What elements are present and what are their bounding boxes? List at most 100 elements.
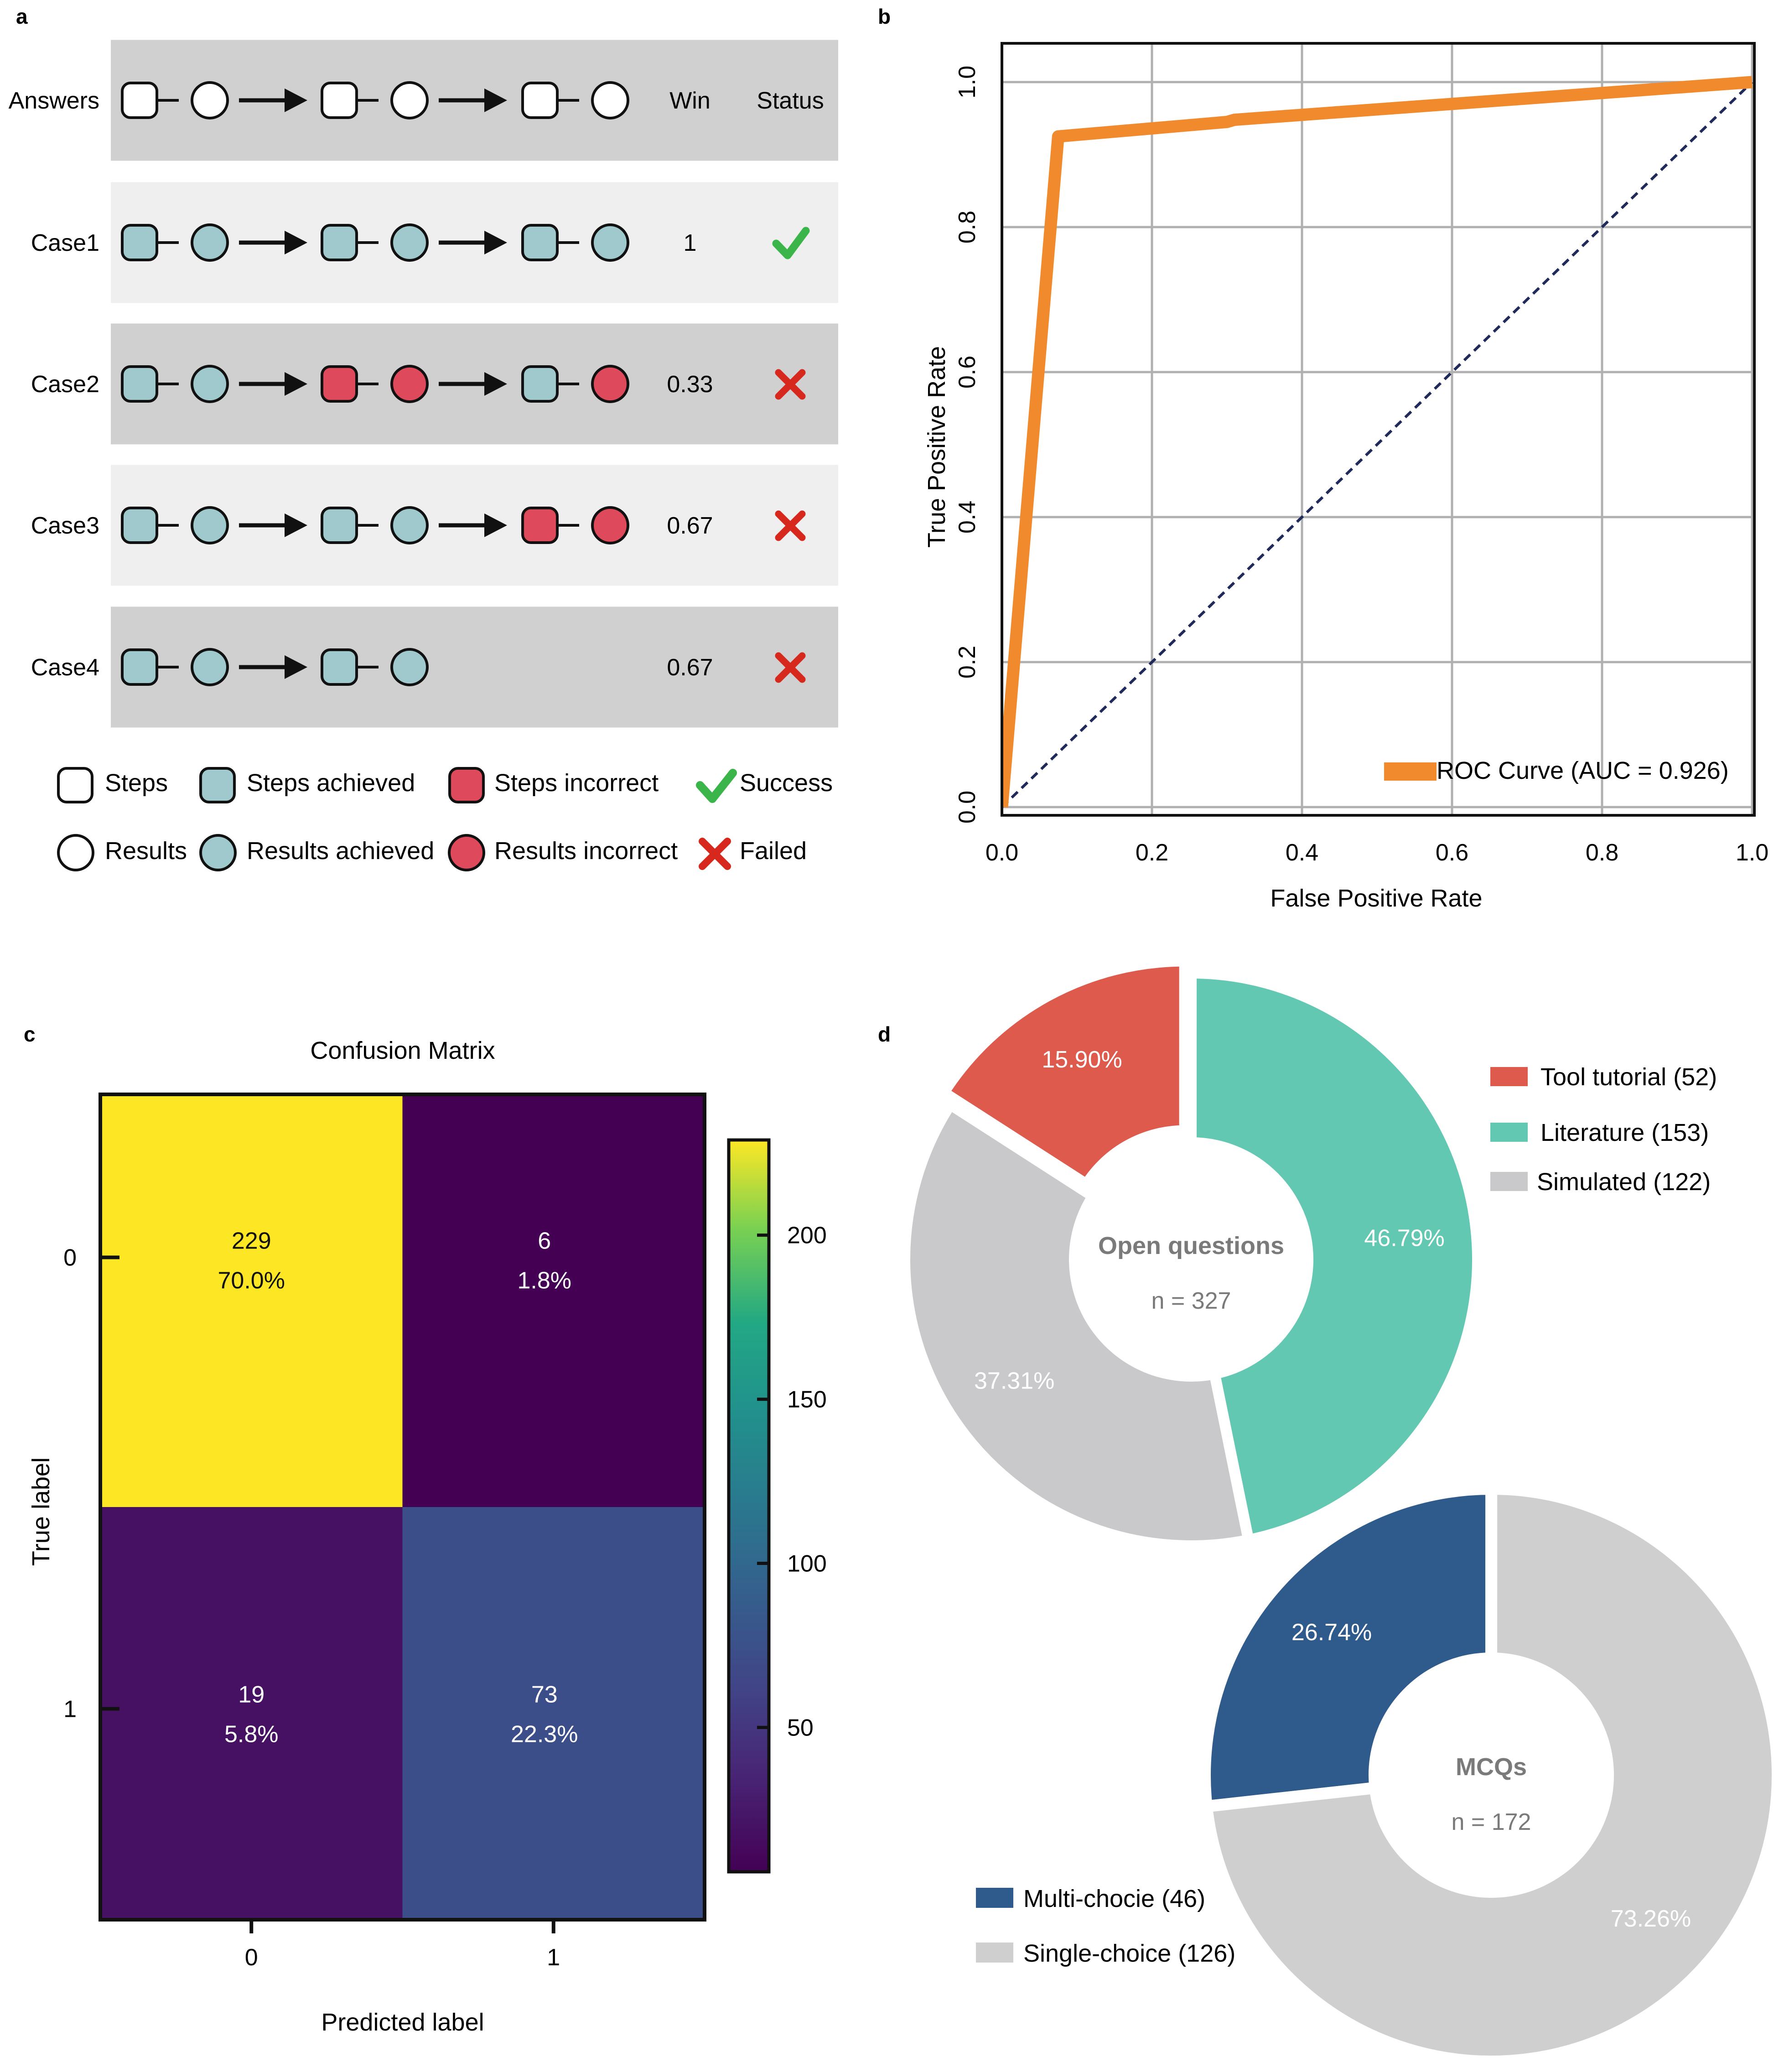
confusion-percent-label: 70.0%: [218, 1268, 285, 1294]
roc-y-tick-label: 0.6: [954, 356, 980, 388]
open-questions-center-title: Open questions: [1098, 1232, 1284, 1259]
roc-plot-frame: [1001, 42, 1756, 817]
panel-b-label: b: [878, 5, 891, 28]
failed-cross-icon: [775, 369, 806, 400]
status-header: Status: [757, 88, 824, 114]
arrow-right-icon: [285, 513, 307, 537]
legend-results-incorrect-swatch: [448, 834, 485, 871]
confusion-percent-label: 1.8%: [517, 1268, 571, 1294]
legend-results-incorrect-label: Results incorrect: [494, 837, 678, 865]
result-node: [390, 223, 429, 262]
step-node: [521, 507, 559, 544]
legend-success-label: Success: [740, 769, 833, 797]
win-value: 0.67: [667, 513, 713, 539]
confusion-percent-label: 22.3%: [511, 1721, 578, 1748]
colorbar-tick-label: 200: [787, 1222, 827, 1249]
panel-c: c Confusion Matrix 229 70.0% 6 1.8% 19 5.8% 73…: [24, 1022, 827, 2036]
row-label: Case2: [31, 371, 99, 398]
roc-x-tick-label: 1.0: [1736, 839, 1769, 866]
step-node: [321, 224, 358, 261]
row-label: Case3: [31, 513, 99, 539]
roc-x-tick-label: 0.2: [1136, 839, 1168, 866]
panel-b: b 0.0 0.2 0.4 0.6 0.8 1.0 0.0 0.2 0.4 0.6 0.8 1.0 F…: [878, 5, 1769, 912]
arrow-right-icon: [285, 372, 307, 396]
legend-simulated-swatch: [1490, 1172, 1528, 1191]
roc-x-axis-label: False Positive Rate: [1270, 885, 1482, 912]
case-row: Case2 0.33: [31, 323, 838, 445]
legend-tool-tutorial-swatch: [1490, 1067, 1528, 1086]
row-label: Case4: [31, 654, 99, 681]
roc-legend-label: ROC Curve (AUC = 0.926): [1437, 757, 1729, 784]
confusion-count-label: 19: [238, 1682, 265, 1708]
result-node: [591, 506, 629, 544]
legend-steps-label: Steps: [105, 769, 168, 797]
arrow-right-icon: [285, 231, 307, 254]
arrow-right-icon: [484, 88, 507, 112]
step-node: [521, 82, 559, 119]
colorbar-tick-label: 100: [787, 1550, 827, 1577]
confusion-count-label: 229: [232, 1228, 271, 1254]
confusion-frame: [99, 1093, 706, 1922]
mcq-center-title: MCQs: [1456, 1753, 1527, 1781]
row-label: Answers: [9, 88, 99, 114]
roc-x-tick-label: 0.8: [1586, 839, 1618, 866]
confusion-cell: [402, 1507, 705, 1920]
confusion-count-label: 73: [531, 1682, 558, 1708]
roc-legend-swatch: [1384, 762, 1437, 781]
roc-lines: [1002, 76, 1753, 808]
roc-y-tick-label: 0.2: [954, 646, 980, 679]
workflow-legend: Steps Steps achieved Steps incorrect Suc…: [57, 767, 833, 871]
legend-single-choice-swatch: [976, 1942, 1013, 1963]
confusion-count-label: 6: [538, 1228, 551, 1254]
result-node: [390, 648, 429, 686]
donut-percent-label: 73.26%: [1611, 1906, 1691, 1932]
confusion-x-tick-label: 0: [245, 1944, 258, 1971]
donut-slice: [1200, 1482, 1779, 2067]
donut-percent-label: 15.90%: [1042, 1046, 1122, 1073]
confusion-x-axis-label: Predicted label: [321, 2009, 484, 2036]
confusion-y-tick-label: 1: [63, 1696, 77, 1723]
arrow-right-icon: [484, 231, 507, 254]
win-value: 0.33: [667, 371, 713, 398]
result-node: [191, 223, 229, 262]
step-node: [321, 648, 358, 686]
legend-results-achieved-label: Results achieved: [247, 837, 434, 865]
row-label: Case1: [31, 230, 99, 256]
panel-a-label: a: [16, 5, 28, 28]
step-node: [121, 648, 158, 686]
panel-d-label: d: [878, 1022, 891, 1046]
roc-curve-line: [1002, 76, 1753, 808]
confusion-ticks: 0 1 0 1: [63, 1245, 560, 1971]
result-node: [591, 223, 629, 262]
confusion-x-tick-label: 1: [547, 1944, 560, 1971]
confusion-percent-label: 5.8%: [224, 1721, 279, 1748]
row-background: [111, 606, 838, 728]
arrow-right-icon: [285, 88, 307, 112]
failed-cross-icon: [775, 652, 806, 683]
result-node: [591, 365, 629, 403]
workflow-rows: Answers Win Status Case1 1 Case2 0.33 Case3 0.67…: [9, 40, 838, 728]
success-check-icon: [696, 769, 737, 803]
roc-y-tick-label: 0.8: [954, 211, 980, 243]
arrow-right-icon: [285, 655, 307, 679]
step-node: [521, 224, 559, 261]
panel-a: a Answers Win Status Case1 1 Case2 0.33 Case3 0.…: [9, 5, 838, 871]
case-row: Case4 0.67: [31, 606, 838, 728]
legend-single-choice-label: Single-choice (126): [1023, 1940, 1235, 1967]
roc-y-tick-label: 1.0: [954, 66, 980, 98]
result-node: [390, 506, 429, 544]
success-check-icon: [772, 227, 810, 259]
win-value: 1: [684, 230, 697, 256]
step-node: [321, 365, 358, 403]
donut-slice: [936, 955, 1190, 1192]
case-row: Case3 0.67: [31, 465, 838, 586]
colorbar-ticks: 50 100 150 200: [757, 1222, 827, 1741]
roc-x-tick-label: 0.0: [985, 839, 1018, 866]
donut-slice: [899, 1097, 1255, 1551]
confusion-y-axis-label: True label: [27, 1457, 55, 1566]
confusion-matrix-title: Confusion Matrix: [310, 1037, 495, 1064]
result-node: [191, 81, 229, 119]
open-questions-center-n: n = 327: [1151, 1288, 1231, 1314]
legend-results-achieved-swatch: [199, 834, 237, 871]
